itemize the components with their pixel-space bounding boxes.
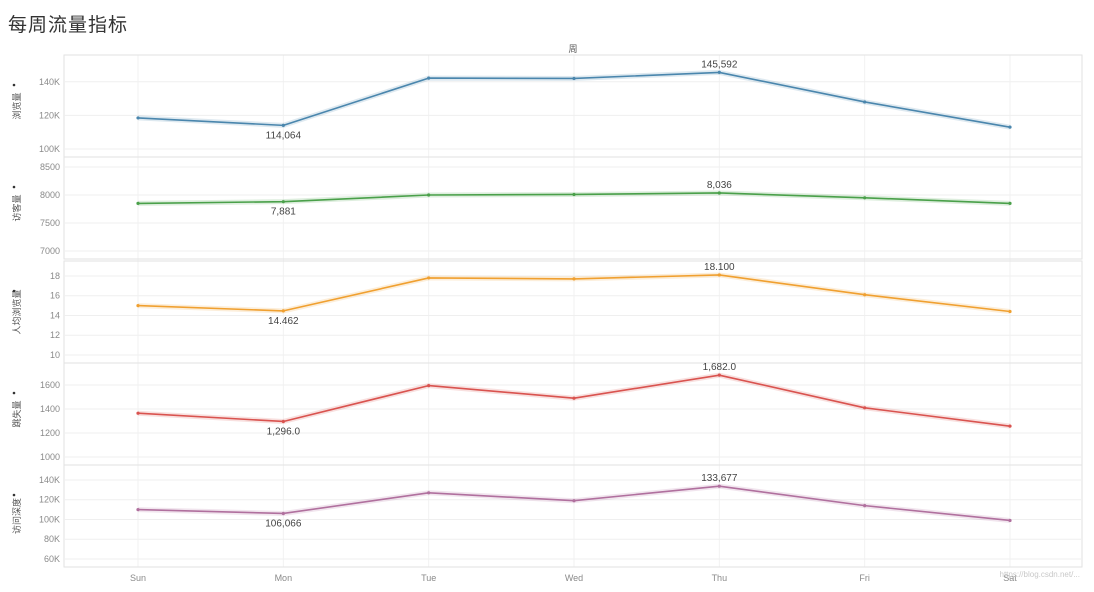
max-data-label: 145,592 xyxy=(701,59,738,70)
y-tick-label: 12 xyxy=(50,330,60,340)
data-point xyxy=(717,273,721,277)
min-data-label: 7,881 xyxy=(271,207,296,218)
data-point xyxy=(281,200,285,204)
data-point xyxy=(572,277,576,281)
watermark-text: https://blog.csdn.net/... xyxy=(1000,570,1081,579)
y-tick-label: 1200 xyxy=(40,428,60,438)
min-data-label: 114,064 xyxy=(266,130,302,141)
max-data-label: 8,036 xyxy=(707,180,732,191)
y-tick-label: 1600 xyxy=(40,380,60,390)
data-point xyxy=(717,191,721,195)
axis-marker-dot xyxy=(12,493,16,497)
y-axis-label: 访客量 xyxy=(11,194,22,221)
y-tick-label: 120K xyxy=(39,495,60,505)
data-point xyxy=(427,193,431,197)
y-tick-label: 7000 xyxy=(40,246,60,256)
x-tick-label: Fri xyxy=(859,573,870,583)
y-axis-label: 浏览量 xyxy=(11,92,22,119)
axis-marker-dot xyxy=(12,83,16,87)
data-point xyxy=(717,373,721,377)
y-tick-label: 1000 xyxy=(40,452,60,462)
x-tick-label: Mon xyxy=(275,573,293,583)
data-point xyxy=(863,293,867,297)
x-tick-label: Sun xyxy=(130,573,146,583)
data-point xyxy=(427,276,431,280)
y-tick-label: 60K xyxy=(44,554,60,564)
panel-frame xyxy=(63,156,1083,260)
data-point xyxy=(136,507,140,512)
data-point xyxy=(863,504,867,508)
data-point xyxy=(1008,201,1012,205)
min-data-label: 106,066 xyxy=(265,518,302,529)
max-data-label: 133,677 xyxy=(701,473,738,484)
data-point xyxy=(1008,518,1012,523)
y-tick-label: 140K xyxy=(39,77,60,87)
y-tick-label: 7500 xyxy=(40,218,60,228)
axis-marker-dot xyxy=(12,391,16,395)
y-tick-label: 14 xyxy=(50,310,60,320)
data-point xyxy=(281,511,285,516)
x-tick-label: Tue xyxy=(421,573,436,583)
data-point xyxy=(717,484,721,488)
y-axis-label: 跳失量 xyxy=(11,400,22,427)
y-tick-label: 100K xyxy=(39,514,60,524)
column-header: 周 xyxy=(568,44,577,54)
min-data-label: 14.462 xyxy=(268,316,299,327)
y-tick-label: 16 xyxy=(50,291,60,301)
data-point xyxy=(136,411,140,415)
y-tick-label: 120K xyxy=(39,110,60,120)
y-tick-label: 8000 xyxy=(40,190,60,200)
data-point xyxy=(136,201,140,205)
data-point xyxy=(427,76,431,80)
data-point xyxy=(717,70,721,75)
min-data-label: 1,296.0 xyxy=(267,426,301,437)
y-axis-label: 人均浏览量 xyxy=(11,289,22,334)
data-point xyxy=(136,116,140,120)
data-point xyxy=(863,406,867,410)
axis-marker-dot xyxy=(12,185,16,189)
page-title: 每周流量指标 xyxy=(8,15,129,36)
data-point xyxy=(136,303,140,308)
x-tick-label: Thu xyxy=(712,573,728,583)
data-point xyxy=(281,123,285,127)
y-tick-label: 1400 xyxy=(40,404,60,414)
data-point xyxy=(572,192,576,197)
data-point xyxy=(863,196,867,200)
max-data-label: 1,682.0 xyxy=(703,362,737,373)
panel-frame xyxy=(63,54,1083,158)
x-tick-label: Sat xyxy=(1003,573,1017,583)
y-tick-label: 140K xyxy=(39,475,60,485)
axis-marker-dot xyxy=(12,289,16,293)
data-point xyxy=(1008,125,1012,129)
y-tick-label: 100K xyxy=(39,144,60,154)
y-tick-label: 8500 xyxy=(40,162,60,172)
data-point xyxy=(572,499,576,503)
x-tick-label: Wed xyxy=(565,573,583,583)
panel-frame xyxy=(63,464,1083,568)
y-tick-label: 18 xyxy=(50,271,60,281)
data-point xyxy=(427,491,431,495)
data-point xyxy=(281,419,285,424)
data-point xyxy=(863,100,867,104)
data-point xyxy=(1008,424,1012,428)
data-point xyxy=(572,76,576,81)
data-point xyxy=(427,384,431,388)
y-tick-label: 10 xyxy=(50,350,60,360)
data-point xyxy=(572,396,576,400)
y-axis-label: 访问深度 xyxy=(11,498,22,534)
data-point xyxy=(281,309,285,313)
y-tick-label: 80K xyxy=(44,534,60,544)
data-point xyxy=(1008,309,1012,314)
max-data-label: 18.100 xyxy=(704,262,735,273)
